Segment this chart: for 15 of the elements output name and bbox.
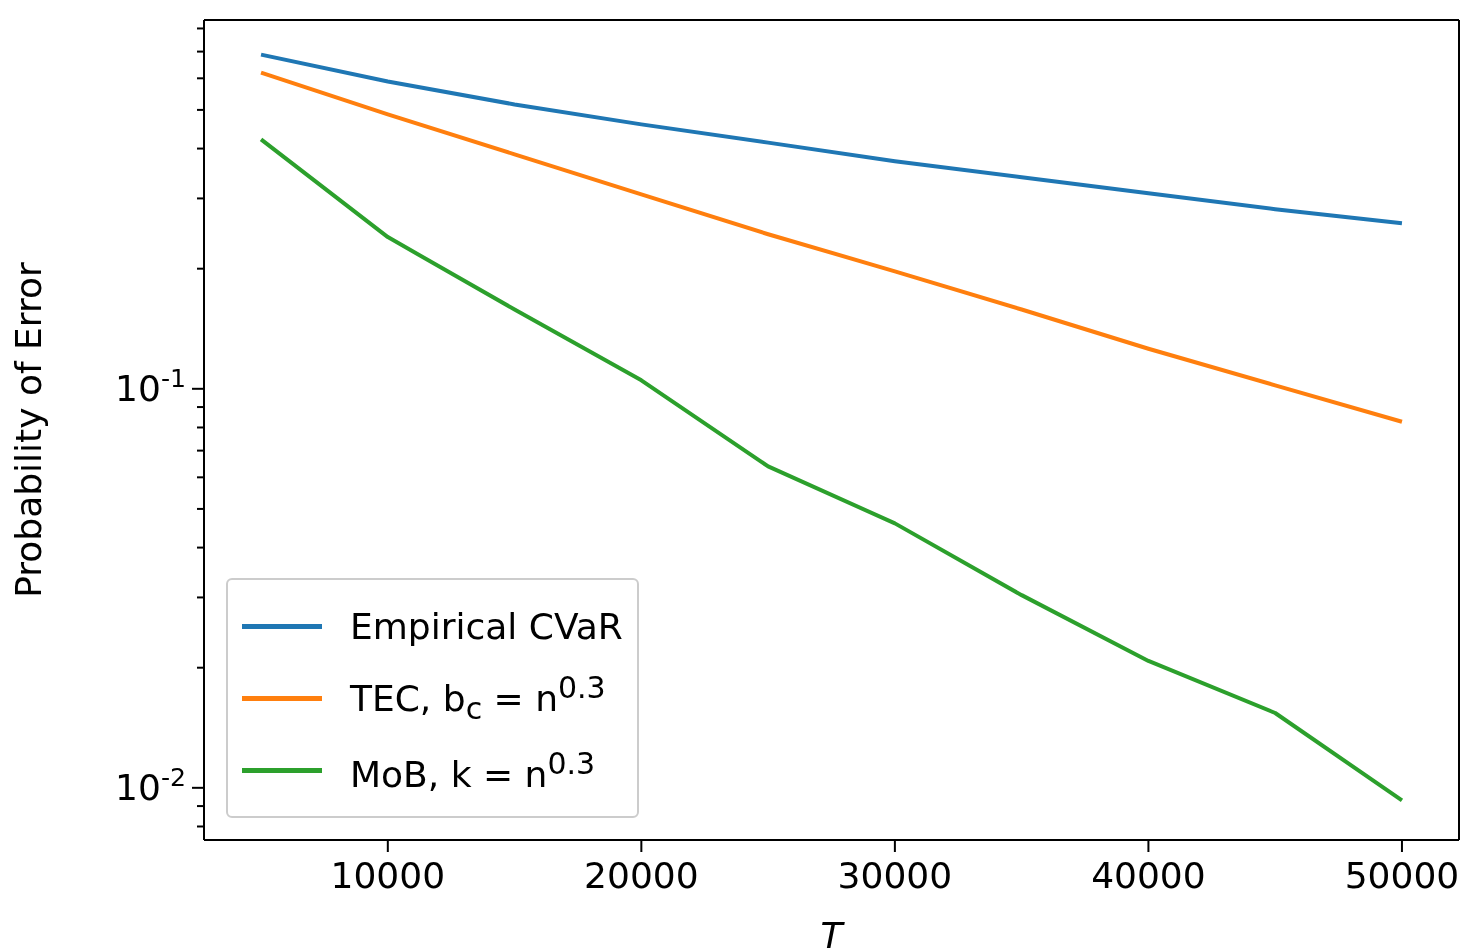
legend-label: TEC, b$_{c}$ = n$^{0.3}$ [350,669,606,727]
y-tick-label: 10$^{-1}$ [115,363,186,409]
y-axis-title: Probability of Error [7,261,49,598]
legend-label: MoB, k = n$^{0.3}$ [350,745,596,795]
line-series [259,137,1404,803]
x-tick-label: 10000 [330,855,446,896]
y-tick-label: 10$^{-2}$ [115,762,186,808]
line-series [259,52,1404,226]
legend-label: Empirical CVaR [350,605,623,647]
line-series [259,70,1404,424]
x-axis-title: T [820,915,846,948]
x-tick-label: 30000 [837,855,953,896]
x-tick-label: 20000 [584,855,699,896]
x-tick-label: 50000 [1344,855,1460,896]
x-tick-label: 40000 [1091,855,1206,896]
